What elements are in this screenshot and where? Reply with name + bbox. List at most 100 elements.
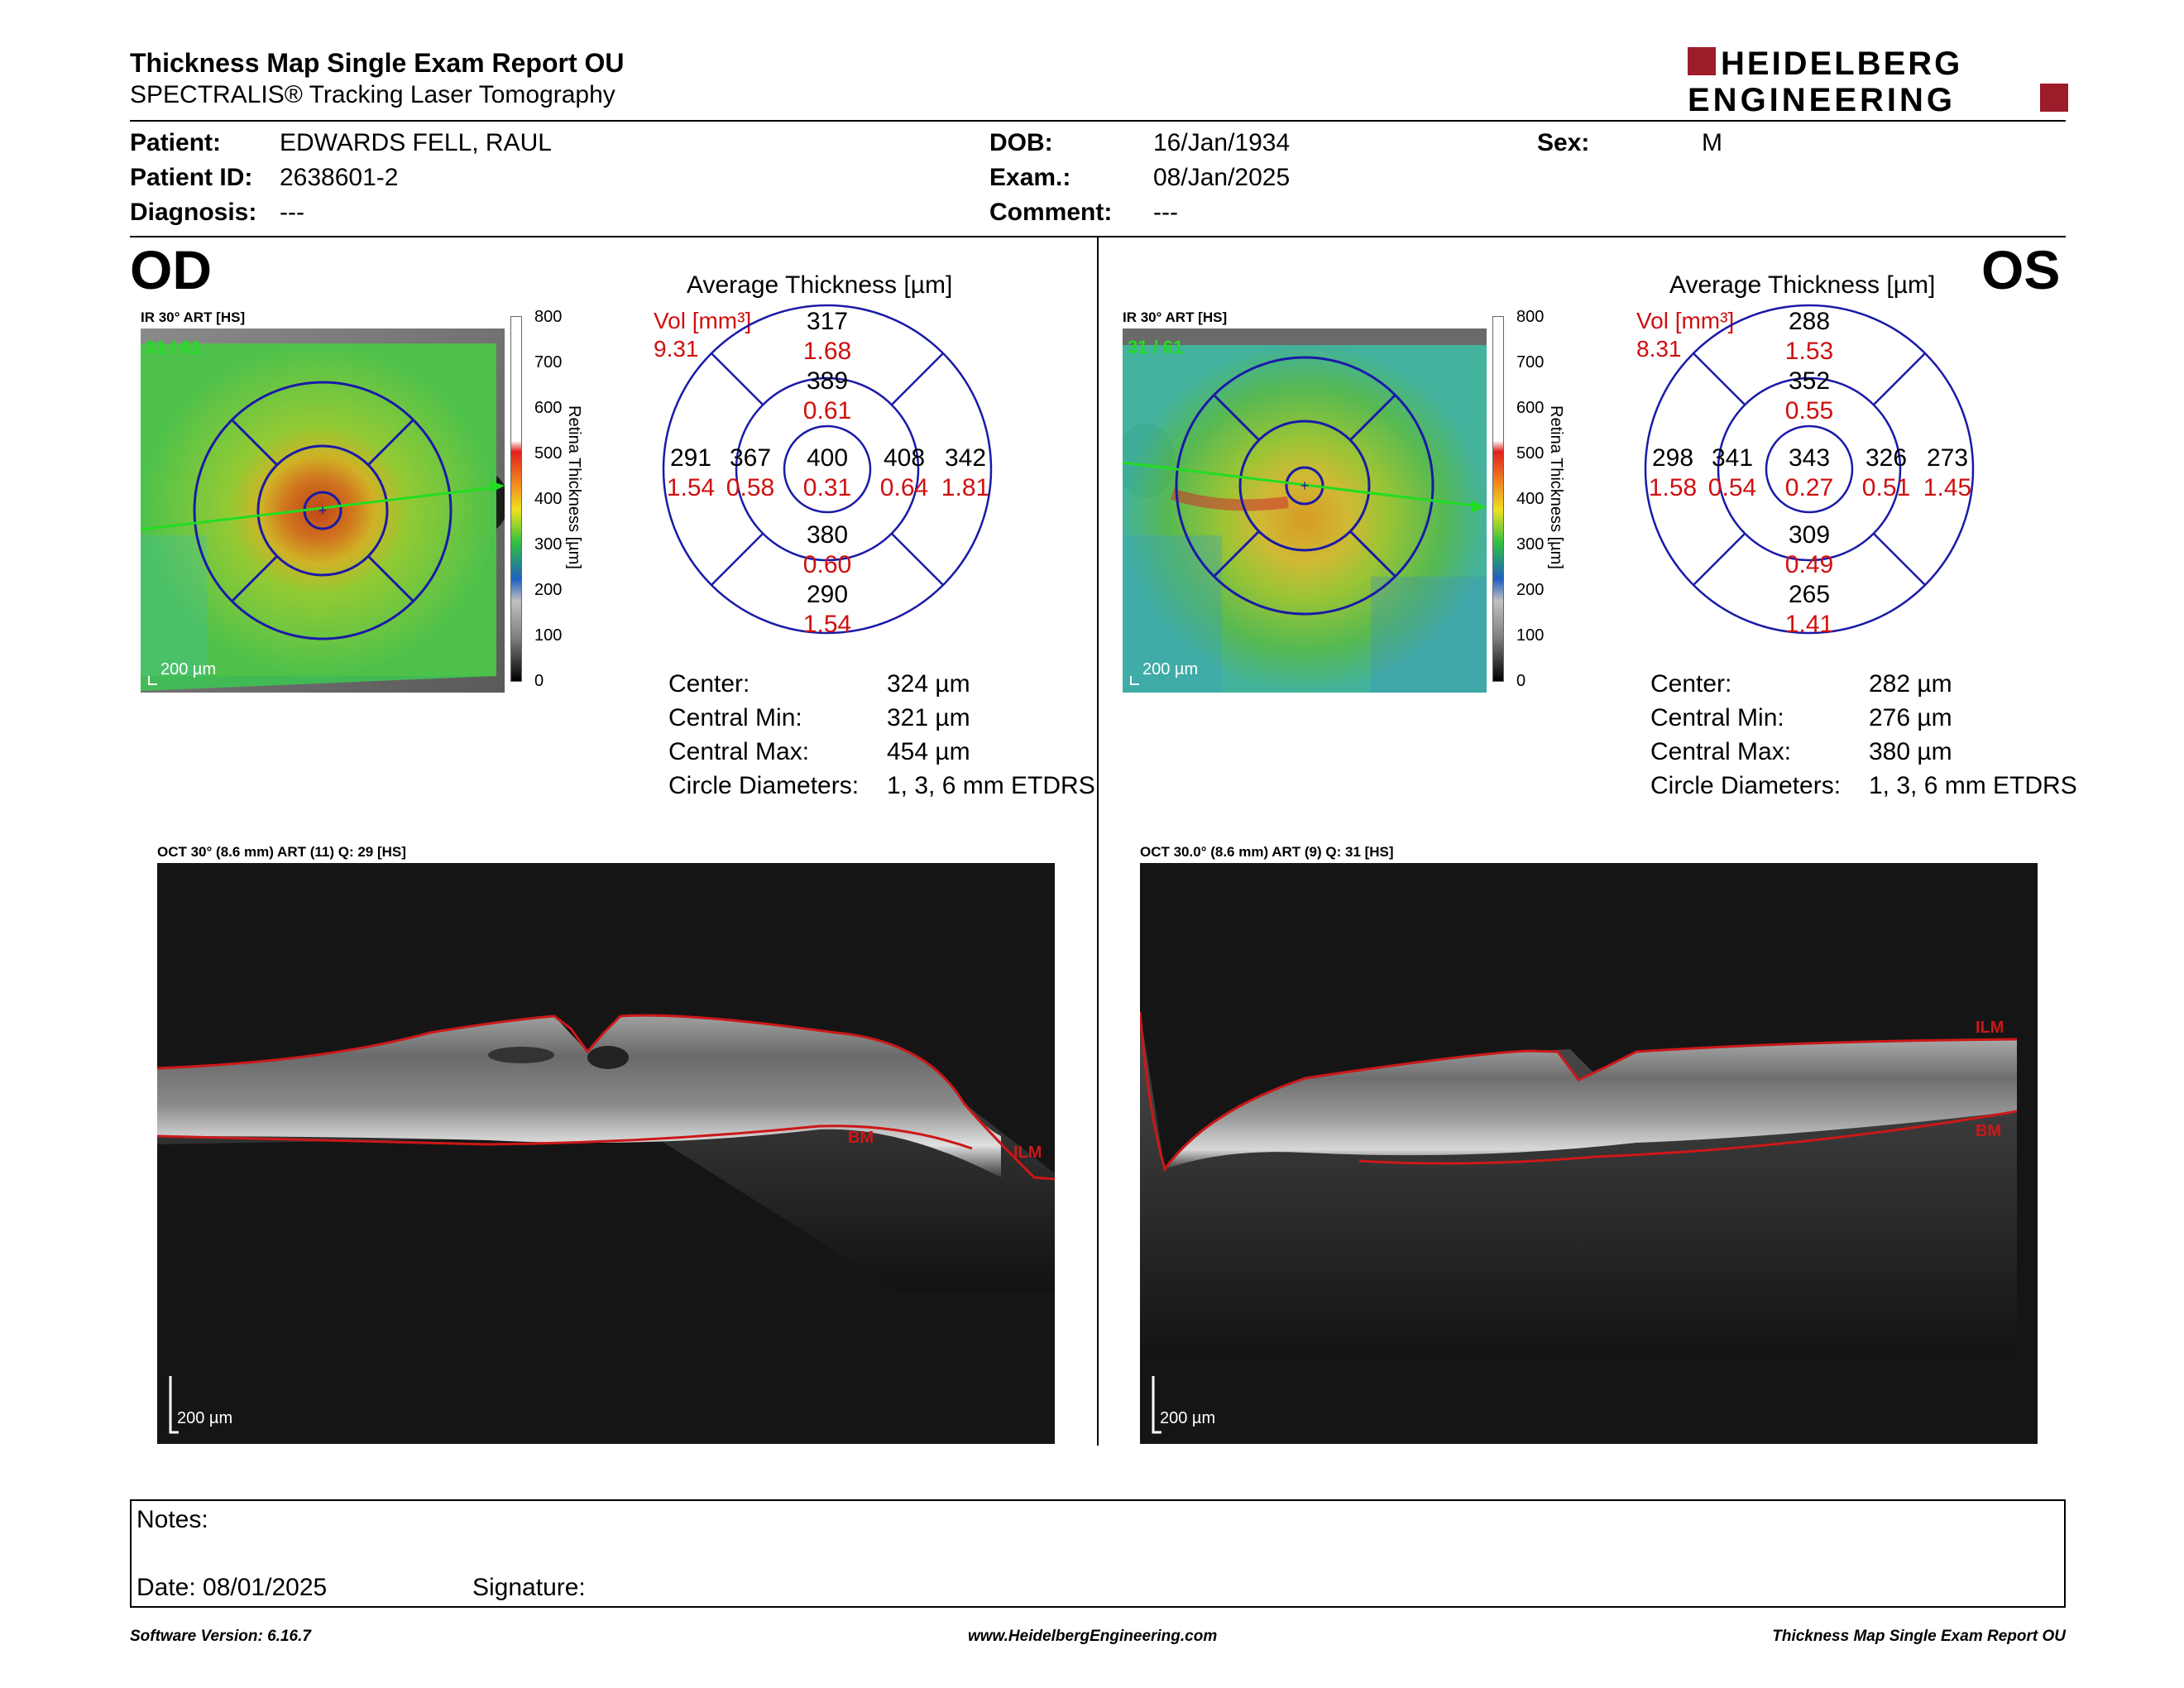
od-tick: 800 bbox=[534, 308, 563, 326]
os-central-min-label: Central Min: bbox=[1650, 704, 1784, 731]
od-oct-label: OCT 30° (8.6 mm) ART (11) Q: 29 [HS] bbox=[157, 844, 406, 860]
od-frame-counter: 31 / 61 bbox=[146, 337, 201, 357]
od-inner-sup-thickness: 389 bbox=[807, 367, 848, 395]
svg-text:ENGINEERING: ENGINEERING bbox=[1688, 82, 1956, 115]
os-oct-label: OCT 30.0° (8.6 mm) ART (9) Q: 31 [HS] bbox=[1140, 844, 1394, 860]
diagnosis-label: Diagnosis: bbox=[130, 199, 257, 226]
os-etdrs-grid: 288 1.53 352 0.55 343 0.27 341 0.54 326 … bbox=[1644, 304, 1975, 638]
signature-label: Signature: bbox=[472, 1574, 586, 1601]
od-circle-diam-value: 1, 3, 6 mm ETDRS bbox=[887, 772, 1095, 799]
os-center-thickness: 343 bbox=[1789, 444, 1830, 472]
od-vol-value: 9.31 bbox=[654, 336, 699, 362]
od-outer-left-volume: 1.54 bbox=[667, 474, 715, 501]
comment-value: --- bbox=[1153, 199, 1178, 226]
od-inner-right-volume: 0.64 bbox=[880, 474, 928, 501]
os-colorbar-ticks: 800 700 600 500 400 300 200 100 0 bbox=[1516, 308, 1549, 690]
os-outer-left-thickness: 298 bbox=[1652, 444, 1693, 472]
od-ilm-label: ILM bbox=[1013, 1144, 1042, 1162]
os-inner-left-thickness: 341 bbox=[1712, 444, 1753, 472]
os-eye-label: OS bbox=[1981, 239, 2061, 300]
od-ir-label: IR 30° ART [HS] bbox=[141, 309, 246, 325]
od-center-label: Center: bbox=[668, 670, 750, 698]
os-central-max-value: 380 µm bbox=[1869, 738, 1952, 765]
os-tick: 400 bbox=[1516, 490, 1545, 508]
os-frame-counter: 31 / 61 bbox=[1128, 337, 1183, 357]
od-outer-inf-volume: 1.54 bbox=[803, 611, 851, 638]
notes-label: Notes: bbox=[136, 1506, 208, 1533]
od-inner-left-volume: 0.58 bbox=[726, 474, 774, 501]
os-outer-sup-thickness: 288 bbox=[1789, 308, 1830, 335]
dob-label: DOB: bbox=[989, 129, 1053, 156]
os-avg-title: Average Thickness [µm] bbox=[1669, 271, 1936, 299]
od-center-thickness: 400 bbox=[807, 444, 848, 472]
od-tick: 100 bbox=[534, 626, 563, 645]
os-inner-inf-thickness: 309 bbox=[1789, 521, 1830, 549]
notes-box[interactable]: Notes: Date: 08/01/2025 Signature: bbox=[130, 1499, 2066, 1608]
sex-label: Sex: bbox=[1537, 129, 1590, 156]
od-outer-sup-thickness: 317 bbox=[807, 308, 848, 335]
os-outer-inf-thickness: 265 bbox=[1789, 581, 1830, 608]
os-central-max-label: Central Max: bbox=[1650, 738, 1792, 765]
patient-label: Patient: bbox=[130, 129, 222, 156]
od-outer-sup-volume: 1.68 bbox=[803, 338, 851, 365]
od-avg-title: Average Thickness [µm] bbox=[687, 271, 953, 299]
os-bm-label: BM bbox=[1976, 1122, 2001, 1140]
os-vol-value: 8.31 bbox=[1636, 336, 1682, 362]
od-central-min-label: Central Min: bbox=[668, 704, 802, 731]
dob-value: 16/Jan/1934 bbox=[1153, 129, 1291, 156]
header-divider bbox=[130, 120, 2066, 122]
os-outer-left-volume: 1.58 bbox=[1649, 474, 1697, 501]
od-inner-inf-thickness: 380 bbox=[807, 521, 848, 549]
os-circle-diam-label: Circle Diameters: bbox=[1650, 772, 1842, 799]
patient-divider bbox=[130, 236, 2066, 237]
os-tick: 600 bbox=[1516, 399, 1545, 417]
footer-report-name: Thickness Map Single Exam Report OU bbox=[1772, 1628, 2066, 1645]
patient-value: EDWARDS FELL, RAUL bbox=[280, 129, 552, 156]
od-center-value: 324 µm bbox=[887, 670, 970, 698]
od-inner-inf-volume: 0.60 bbox=[803, 551, 851, 578]
os-oct-scale: 200 µm bbox=[1160, 1409, 1215, 1427]
exam-label: Exam.: bbox=[989, 164, 1071, 191]
os-vol-label: Vol [mm³] bbox=[1636, 308, 1735, 333]
os-tick: 0 bbox=[1516, 672, 1526, 690]
os-inner-left-volume: 0.54 bbox=[1708, 474, 1756, 501]
od-tick: 300 bbox=[534, 535, 563, 554]
eye-divider bbox=[1097, 237, 1099, 1446]
od-central-min-value: 321 µm bbox=[887, 704, 970, 731]
od-bm-label: BM bbox=[848, 1129, 874, 1147]
od-outer-right-volume: 1.81 bbox=[941, 474, 989, 501]
od-tick: 700 bbox=[534, 353, 563, 372]
comment-label: Comment: bbox=[989, 199, 1113, 226]
os-tick: 100 bbox=[1516, 626, 1545, 645]
od-colorbar bbox=[510, 316, 530, 682]
os-outer-right-volume: 1.45 bbox=[1923, 474, 1971, 501]
os-center-value: 282 µm bbox=[1869, 670, 1952, 698]
os-tick: 200 bbox=[1516, 581, 1545, 599]
od-inner-sup-volume: 0.61 bbox=[803, 397, 851, 424]
od-oct-scan: BM ILM 200 µm bbox=[156, 863, 1056, 1444]
os-circle-diam-value: 1, 3, 6 mm ETDRS bbox=[1869, 772, 2077, 799]
od-tick: 0 bbox=[534, 672, 544, 690]
patient-id-label: Patient ID: bbox=[130, 164, 253, 191]
svg-text:+: + bbox=[1300, 477, 1310, 494]
os-outer-inf-volume: 1.41 bbox=[1785, 611, 1833, 638]
exam-value: 08/Jan/2025 bbox=[1153, 164, 1291, 191]
os-colorbar bbox=[1492, 316, 1512, 682]
svg-text:+: + bbox=[318, 502, 328, 519]
os-center-label: Center: bbox=[1650, 670, 1732, 698]
od-outer-left-thickness: 291 bbox=[670, 444, 711, 472]
od-oct-scale: 200 µm bbox=[177, 1409, 232, 1427]
os-inner-inf-volume: 0.49 bbox=[1785, 551, 1833, 578]
od-central-max-label: Central Max: bbox=[668, 738, 810, 765]
website-link[interactable]: www.HeidelbergEngineering.com bbox=[968, 1628, 1218, 1645]
od-tick: 500 bbox=[534, 444, 563, 463]
od-tick: 200 bbox=[534, 581, 563, 599]
od-colorbar-ticks: 800 700 600 500 400 300 200 100 0 bbox=[534, 308, 568, 690]
os-ir-label: IR 30° ART [HS] bbox=[1123, 309, 1228, 325]
os-ilm-label: ILM bbox=[1976, 1019, 2004, 1037]
od-colorbar-axis-label: Retina Thickness [µm] bbox=[565, 405, 583, 569]
os-colorbar-axis-label: Retina Thickness [µm] bbox=[1547, 405, 1565, 569]
od-inner-right-thickness: 408 bbox=[884, 444, 925, 472]
od-central-max-value: 454 µm bbox=[887, 738, 970, 765]
os-thickness-map: + 31 / 61 200 µm bbox=[1123, 328, 1487, 693]
